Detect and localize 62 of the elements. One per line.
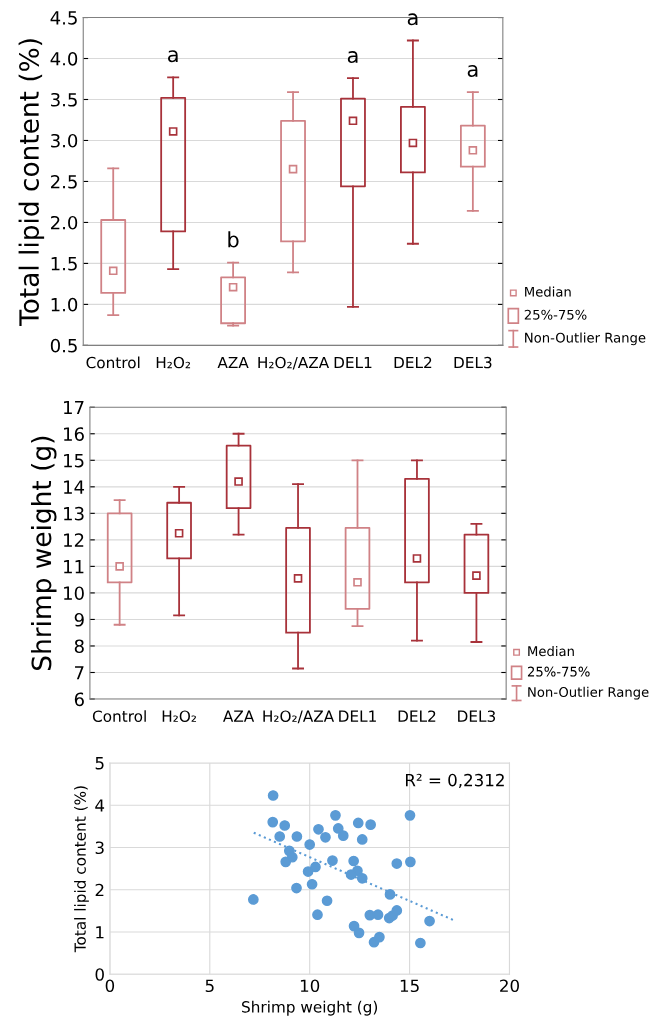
y-axis-title: Total lipid content (%) — [74, 786, 89, 953]
y-tick-label: 14 — [64, 480, 85, 494]
x-tick-label: 10 — [300, 979, 320, 993]
x-tick-label: H₂O₂ — [162, 710, 197, 722]
text: Median — [528, 645, 574, 657]
y-tick-label: 10 — [64, 586, 84, 601]
y-tick-label: 7 — [75, 666, 84, 680]
y-tick-label: 9 — [74, 612, 84, 627]
y-tick-label: 4 — [95, 799, 105, 812]
text: Non-Outlier Range — [528, 686, 649, 700]
x-tick-label: DEL2 — [398, 710, 436, 722]
x-tick-label: 20 — [500, 979, 519, 993]
y-tick-label: 16 — [64, 427, 84, 441]
y-tick-label: 3.5 — [51, 92, 77, 107]
y-tick-label: 13 — [64, 506, 84, 521]
y-tick-label: 1.0 — [51, 297, 78, 312]
y-axis-title: Total lipid content (%) — [18, 39, 45, 327]
y-tick-label: 17 — [64, 400, 84, 415]
y-tick-label: 5 — [95, 757, 104, 770]
x-tick-label: H₂O₂ — [156, 356, 191, 369]
x-tick-label: H₂O₂/AZA — [263, 710, 335, 724]
x-tick-label: 0 — [105, 979, 115, 993]
y-tick-label: 11 — [64, 560, 84, 574]
x-tick-label: AZA — [223, 710, 255, 722]
y-tick-label: 0 — [95, 968, 104, 981]
annotation: a — [347, 51, 358, 64]
text: 25%-75% — [524, 309, 587, 320]
x-tick-label: AZA — [217, 356, 249, 369]
text: Non-Outlier Range — [525, 332, 646, 346]
x-tick-label: Control — [92, 710, 146, 722]
y-tick-label: 3 — [95, 841, 104, 855]
x-tick-label: Control — [86, 356, 140, 369]
y-tick-label: 4.0 — [50, 51, 78, 66]
y-tick-label: 2.0 — [51, 215, 78, 230]
annotation: a — [467, 65, 478, 77]
y-tick-label: 6 — [74, 692, 84, 707]
x-tick-label: 5 — [205, 979, 214, 993]
annotation: R² = 0,2312 — [405, 773, 504, 789]
annotation: a — [407, 13, 418, 26]
y-tick-label: 1.5 — [51, 257, 77, 271]
y-tick-label: 8 — [74, 639, 84, 654]
text: Median — [525, 286, 571, 297]
y-tick-label: 2 — [95, 883, 104, 897]
x-tick-label: DEL1 — [334, 356, 372, 369]
x-tick-label: 15 — [400, 979, 419, 993]
y-tick-label: 12 — [64, 533, 84, 547]
x-tick-label: H₂O₂/AZA — [258, 356, 330, 370]
x-tick-label: DEL3 — [454, 356, 492, 369]
x-tick-label: DEL2 — [394, 356, 432, 369]
y-tick-label: 1 — [96, 926, 104, 939]
annotation: a — [168, 50, 178, 63]
x-axis-title: Shrimp weight (g) — [242, 1000, 378, 1016]
y-tick-label: 2.5 — [51, 174, 77, 189]
x-tick-label: DEL1 — [339, 710, 376, 722]
y-tick-label: 0.5 — [50, 338, 77, 353]
y-tick-label: 3.0 — [51, 133, 78, 148]
y-tick-label: 4.5 — [50, 11, 77, 25]
y-tick-label: 15 — [64, 453, 84, 468]
annotation: b — [228, 231, 239, 248]
y-axis-title: Shrimp weight (g) — [30, 436, 57, 670]
text: 25%-75% — [527, 666, 590, 677]
x-tick-label: DEL3 — [458, 710, 496, 722]
